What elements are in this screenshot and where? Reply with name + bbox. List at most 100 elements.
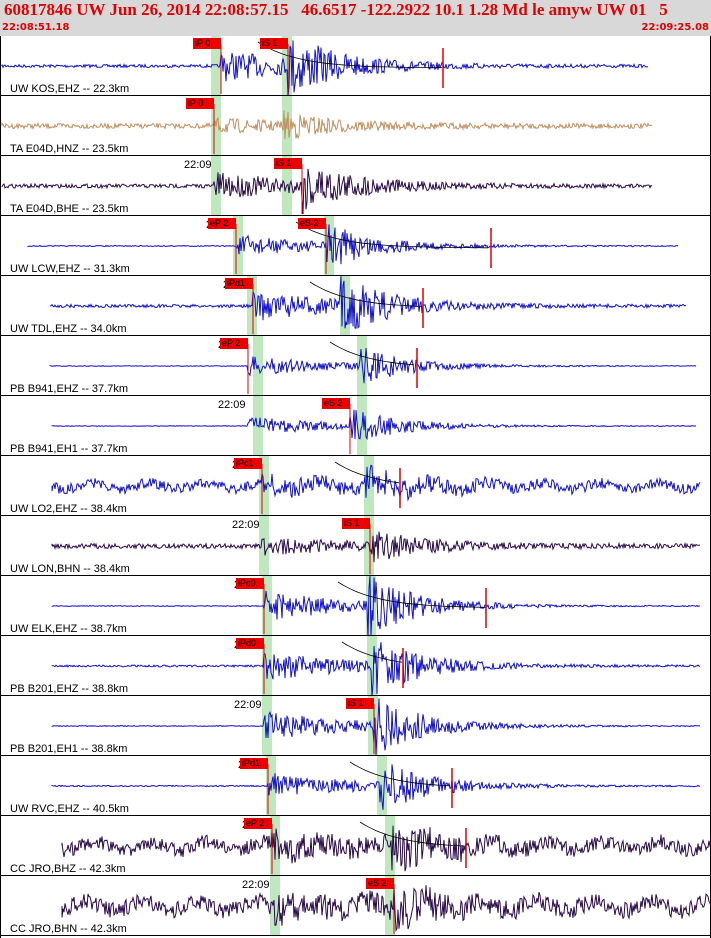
pick-label: eS 2: [324, 398, 343, 408]
trace-label: UW ELK,EHZ -- 38.7km: [10, 623, 127, 635]
coda-decay-curve: [337, 581, 487, 608]
p-pick-marker[interactable]: iPc1: [234, 458, 262, 469]
coda-decay-curve: [329, 341, 415, 366]
pick-label: eS 2: [300, 218, 319, 228]
trace-row: [0, 396, 711, 456]
s-pick-marker[interactable]: iS 1: [346, 698, 374, 709]
p-pick-marker[interactable]: iP 0: [186, 98, 214, 109]
trace-row: [0, 336, 711, 396]
s-phase-band: [377, 756, 387, 816]
waveform-trace: [49, 348, 697, 384]
waveform-trace: [1, 168, 653, 215]
coda-decay-curve: [334, 461, 400, 484]
s-phase-band: [385, 876, 395, 936]
trace-row: [0, 756, 711, 816]
coda-decay-curve: [359, 821, 465, 847]
p-phase-band: [211, 156, 221, 216]
time-marker-label: 22:09: [232, 519, 260, 531]
p-pick-marker[interactable]: iP 0: [193, 38, 221, 49]
pick-label: iS 1: [276, 158, 292, 168]
waveform-trace: [1, 110, 653, 140]
trace-label: UW LCW,EHZ -- 31.3km: [10, 263, 130, 275]
trace-row: [0, 156, 711, 216]
s-pick-marker[interactable]: iS 1: [342, 518, 370, 529]
p-pick-marker[interactable]: eP 2: [208, 218, 236, 229]
trace-row: [0, 276, 711, 336]
pick-label: eS 2: [368, 878, 387, 888]
p-phase-band: [270, 876, 280, 936]
pick-label: eP 2: [222, 338, 241, 348]
waveform-trace: [49, 276, 687, 329]
waveform-trace: [61, 885, 711, 932]
seismogram-canvas: [0, 36, 711, 938]
time-marker-label: 22:09: [218, 399, 246, 411]
p-phase-band: [262, 636, 272, 696]
event-header: 60817846 UW Jun 26, 2014 22:08:57.15 46.…: [0, 0, 711, 36]
trace-label: UW LON,BHN -- 38.4km: [10, 563, 130, 575]
s-phase-band: [367, 636, 377, 696]
pick-label: eP 2: [246, 818, 265, 828]
waveform-trace: [1, 40, 649, 99]
coda-decay-curve: [349, 761, 451, 787]
trace-row: [0, 816, 711, 876]
s-phase-band: [282, 36, 292, 96]
coda-decay-curve: [341, 641, 403, 663]
p-pick-marker[interactable]: iPd1: [225, 278, 253, 289]
trace-label: TA E04D,HNZ -- 23.5km: [10, 143, 129, 155]
waveform-trace: [61, 825, 711, 872]
trace-label: TA E04D,BHE -- 23.5km: [10, 203, 129, 215]
p-phase-band: [211, 36, 221, 96]
s-pick-marker[interactable]: eS 2: [298, 218, 326, 229]
p-pick-marker[interactable]: iPd0: [236, 638, 264, 649]
s-pick-marker[interactable]: iS 1: [274, 158, 302, 169]
pick-label: iS 1: [262, 38, 278, 48]
window-end-time: 22:09:25.08: [641, 22, 709, 33]
pick-label: iPc0: [238, 578, 256, 588]
p-pick-marker[interactable]: iPc0: [236, 578, 264, 589]
p-pick-marker[interactable]: iPd1: [240, 758, 268, 769]
seismogram-panel: UW KOS,EHZ -- 22.3km iP 0 iS 1 TA E04D,HNZ …: [0, 36, 711, 938]
pick-label: eP 2: [210, 218, 229, 228]
trace-row: [0, 876, 711, 936]
trace-row: [0, 516, 711, 576]
trace-label: PB B941,EH1 -- 37.7km: [10, 443, 128, 455]
trace-row: [0, 456, 711, 516]
trace-label: PB B941,EHZ -- 37.7km: [10, 383, 128, 395]
window-start-time: 22:08:51.18: [2, 22, 70, 33]
pick-label: iPd0: [238, 638, 257, 648]
trace-row: [0, 696, 711, 756]
trace-label: PB B201,EHZ -- 38.8km: [10, 683, 128, 695]
trace-row: [0, 636, 711, 698]
s-phase-band: [366, 576, 376, 636]
p-pick-marker[interactable]: eP 2: [220, 338, 248, 349]
pick-label: iS 1: [348, 698, 364, 708]
waveform-trace: [51, 575, 700, 639]
waveform-trace: [51, 698, 701, 755]
trace-row: [0, 96, 711, 156]
pick-label: iPd1: [227, 278, 246, 288]
p-pick-marker[interactable]: eP 2: [244, 818, 272, 829]
waveform-trace: [51, 764, 701, 810]
waveform-trace: [51, 464, 701, 502]
trace-label: UW KOS,EHZ -- 22.3km: [10, 83, 130, 95]
s-pick-marker[interactable]: eS 2: [366, 878, 394, 889]
trace-row: [0, 36, 711, 99]
pick-label: iPd1: [242, 758, 261, 768]
waveform-trace: [51, 531, 701, 563]
time-marker-label: 22:09: [242, 879, 270, 891]
waveform-trace: [51, 642, 701, 698]
s-pick-marker[interactable]: eS 2: [322, 398, 350, 409]
time-marker-label: 22:09: [184, 159, 212, 171]
trace-label: CC JRO,BHN -- 42.3km: [10, 923, 127, 935]
waveform-trace: [51, 409, 697, 441]
trace-row: [0, 575, 711, 639]
trace-label: UW LO2,EHZ -- 38.4km: [10, 503, 127, 515]
pick-label: iS 1: [344, 518, 360, 528]
p-phase-band: [262, 576, 272, 636]
pick-label: iPc1: [236, 458, 254, 468]
s-pick-marker[interactable]: iS 1: [260, 38, 288, 49]
trace-label: UW TDL,EHZ -- 34.0km: [10, 323, 127, 335]
waveform-trace: [27, 224, 679, 265]
coda-decay-curve: [257, 41, 442, 69]
s-phase-band: [368, 696, 378, 756]
